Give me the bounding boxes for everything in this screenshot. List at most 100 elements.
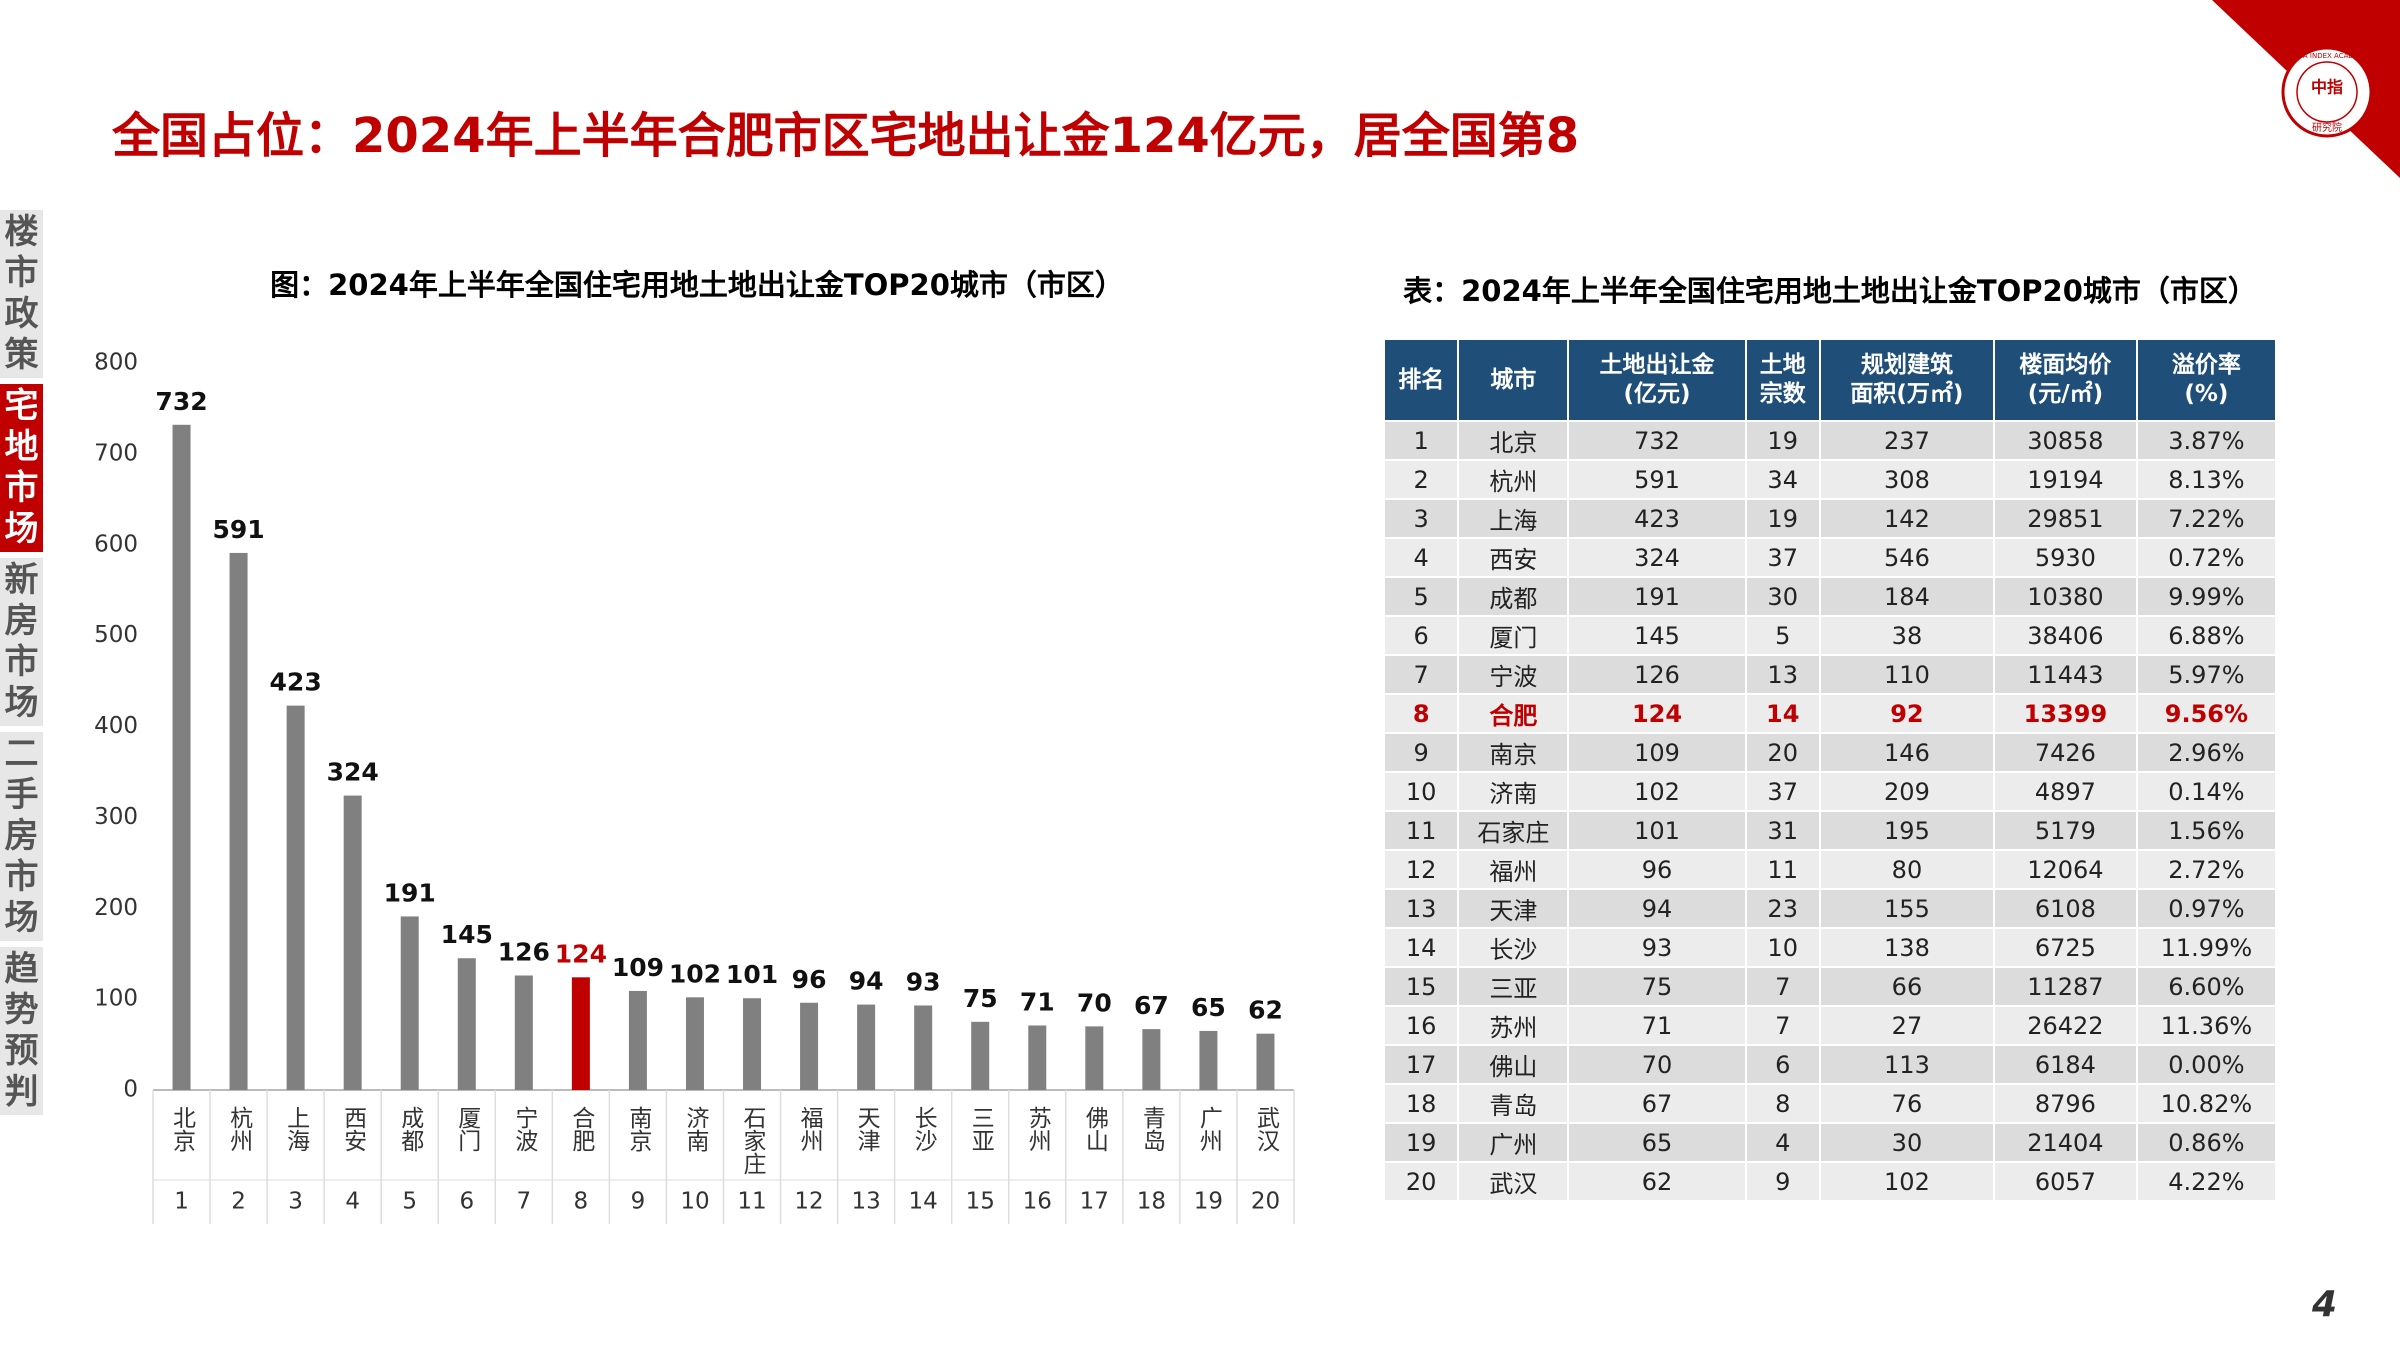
x-tick-label: 西安	[340, 1106, 367, 1152]
y-tick-label: 500	[94, 622, 138, 648]
table-cell: 2	[1382, 459, 1460, 500]
bar	[286, 705, 305, 1090]
x-tick-label: 成都	[397, 1106, 425, 1152]
table-cell: 27	[1818, 1005, 1996, 1046]
table-cell: 102	[1567, 771, 1747, 812]
table-cell: 1.56%	[2135, 810, 2278, 851]
table-cell: 8	[1744, 1083, 1821, 1124]
header-text: 楼面均价	[2019, 352, 2112, 378]
x-tick-label: 佛山	[1081, 1106, 1109, 1152]
bar	[229, 552, 248, 1090]
sidebar-tab[interactable]: 趋势预判	[0, 947, 43, 1115]
table-cell: 14	[1382, 927, 1460, 968]
x-rank-label: 6	[459, 1189, 474, 1215]
sidebar-tab[interactable]: 楼市政策	[0, 210, 43, 378]
table-cell: 5.97%	[2135, 654, 2278, 695]
x-rank-label: 5	[402, 1189, 417, 1215]
table-cell: 6725	[1993, 927, 2138, 968]
table-cell: 天津	[1457, 888, 1570, 929]
value-label: 65	[1191, 993, 1226, 1022]
table-cell: 合肥	[1457, 693, 1570, 734]
data-table: 排名 城市 土地出让金 (亿元) 土地 宗数 规划建筑 面积(万㎡) 楼面均价 (元/㎡) 溢价率(…	[1382, 338, 2278, 1202]
table-row: 16 苏州 71 7 27 26422 11.36%	[1382, 1005, 2278, 1046]
table-row: 9 南京 109 20 146 7426 2.96%	[1382, 732, 2278, 773]
header-text: 土地	[1759, 352, 1806, 378]
table-cell: 142	[1818, 498, 1996, 539]
table-cell: 26422	[1993, 1005, 2138, 1046]
table-cell: 10	[1744, 927, 1821, 968]
table-cell: 109	[1567, 732, 1747, 773]
table-cell: 8	[1382, 693, 1460, 734]
table-header: 土地 宗数	[1744, 338, 1821, 422]
table-cell: 4	[1382, 537, 1460, 578]
x-tick-label: 福州	[796, 1106, 824, 1152]
y-tick-label: 800	[94, 350, 138, 376]
table-cell: 6.60%	[2135, 966, 2278, 1007]
x-rank-label: 18	[1137, 1189, 1166, 1215]
table-cell: 10380	[1993, 576, 2138, 617]
table-cell: 5930	[1993, 537, 2138, 578]
table-cell: 6057	[1993, 1161, 2138, 1202]
value-label: 70	[1077, 988, 1112, 1017]
value-label: 62	[1248, 996, 1283, 1025]
table-cell: 11	[1382, 810, 1460, 851]
table-cell: 9	[1382, 732, 1460, 773]
value-label: 75	[963, 984, 998, 1013]
table-cell: 19194	[1993, 459, 2138, 500]
chart-title: 图：2024年上半年全国住宅用地土地出让金TOP20城市（市区）	[270, 268, 1124, 302]
bar	[571, 977, 590, 1090]
table-cell: 6108	[1993, 888, 2138, 929]
x-rank-label: 17	[1080, 1189, 1109, 1215]
table-cell: 732	[1567, 420, 1747, 461]
sidebar-tab[interactable]: 二手房市场	[0, 732, 43, 941]
x-rank-label: 20	[1251, 1189, 1280, 1215]
table-cell: 2.96%	[2135, 732, 2278, 773]
table-row: 11 石家庄 101 31 195 5179 1.56%	[1382, 810, 2278, 851]
y-tick-label: 0	[123, 1077, 138, 1103]
bar	[1142, 1029, 1161, 1090]
table-cell: 20	[1382, 1161, 1460, 1202]
header-text: 面积(万㎡)	[1850, 381, 1964, 407]
x-rank-label: 12	[794, 1189, 823, 1215]
table-row: 17 佛山 70 6 113 6184 0.00%	[1382, 1044, 2278, 1085]
header-text: (亿元)	[1623, 381, 1691, 407]
table-cell: 31	[1744, 810, 1821, 851]
value-label: 101	[726, 960, 778, 989]
sidebar-tab[interactable]: 新房市场	[0, 558, 43, 726]
page-number: 4	[2312, 1284, 2338, 1325]
table-header: 土地出让金 (亿元)	[1567, 338, 1747, 422]
table-cell: 0.14%	[2135, 771, 2278, 812]
table-cell: 110	[1818, 654, 1996, 695]
logo-ring: CHINA INDEX ACADEMY	[2285, 52, 2369, 60]
x-tick-label: 天津	[853, 1106, 881, 1152]
table-cell: 11443	[1993, 654, 2138, 695]
table-cell: 37	[1744, 771, 1821, 812]
logo-center: 中指	[2311, 78, 2343, 97]
table-cell: 1	[1382, 420, 1460, 461]
table-cell: 62	[1567, 1161, 1747, 1202]
x-rank-label: 8	[574, 1189, 589, 1215]
table-cell: 6184	[1993, 1044, 2138, 1085]
table-cell: 30	[1818, 1122, 1996, 1163]
x-rank-label: 11	[737, 1189, 766, 1215]
table-cell: 70	[1567, 1044, 1747, 1085]
table-row: 2 杭州 591 34 308 19194 8.13%	[1382, 459, 2278, 500]
header-text: 溢价率	[2171, 352, 2241, 378]
x-rank-label: 16	[1023, 1189, 1052, 1215]
y-tick-label: 100	[94, 986, 138, 1012]
table-header: 城市	[1457, 338, 1570, 422]
page-title: 全国占位：2024年上半年合肥市区宅地出让金124亿元，居全国第8	[112, 108, 1580, 164]
table-cell: 76	[1818, 1083, 1996, 1124]
table-cell: 155	[1818, 888, 1996, 929]
header-text: (%)	[2184, 381, 2229, 407]
table-cell: 9.99%	[2135, 576, 2278, 617]
x-rank-label: 14	[909, 1189, 938, 1215]
table-cell: 上海	[1457, 498, 1570, 539]
bar	[1256, 1033, 1275, 1090]
sidebar-tab[interactable]: 宅地市场	[0, 384, 43, 552]
value-label: 591	[212, 515, 264, 544]
table-cell: 19	[1744, 498, 1821, 539]
table-cell: 宁波	[1457, 654, 1570, 695]
table-cell: 11.99%	[2135, 927, 2278, 968]
